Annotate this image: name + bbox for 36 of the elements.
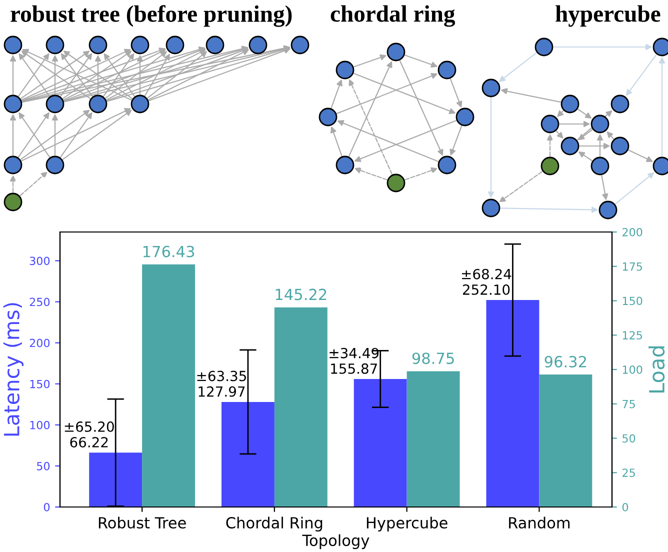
text: hypercube <box>556 5 660 27</box>
y-tick-label: 250 <box>30 298 50 306</box>
y2-tick-label: 50 <box>622 434 636 443</box>
bar <box>142 264 196 507</box>
y2-tick-label: 175 <box>622 262 642 271</box>
y-tick-label: 200 <box>30 338 50 348</box>
data-label: ±63.35 127.97 <box>197 370 246 397</box>
y2-tick-label: 0 <box>622 502 628 512</box>
x-tick-label: Robust Tree <box>98 516 186 529</box>
data-label: ±34.49 155.87 <box>330 348 379 374</box>
data-label: ±68.24 252.10 <box>462 268 512 295</box>
y2-tick-label: 125 <box>622 331 642 340</box>
data-label: ±65.20 66.22 <box>64 421 114 448</box>
y2-tick-label: 100 <box>622 365 642 374</box>
y2-tick-label: 75 <box>622 400 635 408</box>
x-tick-label: Random <box>509 516 570 529</box>
y2-tick-label: 150 <box>622 296 642 306</box>
x-tick-label: Hypercube <box>366 516 448 532</box>
text: chordal ring <box>330 5 456 27</box>
y-axis-title: Latency (ms) <box>3 303 24 436</box>
y-tick-label: 150 <box>30 380 50 388</box>
data-label: 145.22 <box>276 288 326 300</box>
y2-tick-label: 25 <box>622 468 635 478</box>
x-tick-label: Chordal Ring <box>226 516 322 532</box>
data-label: 96.32 <box>544 356 586 368</box>
data-label: 176.43 <box>143 246 194 258</box>
text: robust tree (before pruning) <box>10 5 292 27</box>
y-tick-label: 0 <box>44 502 50 512</box>
x-axis-title: Topology <box>302 534 370 550</box>
data-label: 98.75 <box>412 352 454 364</box>
y2-axis-title: Load <box>648 346 665 392</box>
y-tick-label: 50 <box>36 462 50 470</box>
y-tick-label: 300 <box>30 256 50 266</box>
y-tick-label: 100 <box>30 420 50 430</box>
bar <box>89 452 142 507</box>
y2-tick-label: 200 <box>622 228 642 236</box>
